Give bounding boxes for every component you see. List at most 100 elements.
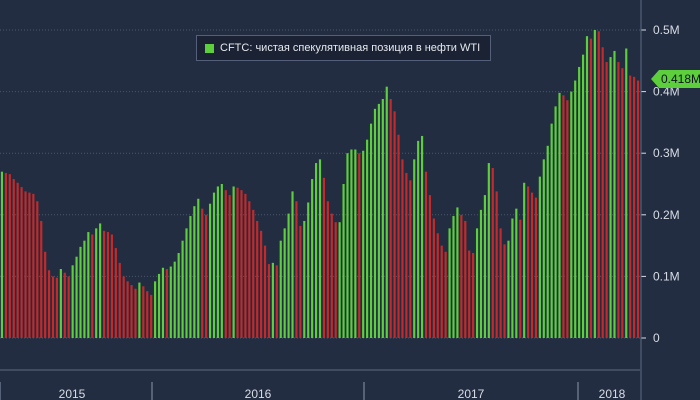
legend-swatch bbox=[205, 43, 214, 53]
bar bbox=[566, 100, 569, 338]
bar bbox=[216, 186, 219, 338]
bar bbox=[146, 291, 149, 338]
bar bbox=[48, 270, 51, 338]
x-tick-label: 2018 bbox=[599, 387, 626, 400]
bar bbox=[322, 177, 326, 338]
bar bbox=[562, 95, 565, 338]
bar bbox=[220, 184, 223, 338]
bar bbox=[16, 182, 19, 338]
bar bbox=[413, 159, 416, 338]
bar bbox=[424, 171, 428, 338]
bar bbox=[432, 218, 435, 338]
bar bbox=[354, 149, 357, 338]
bar bbox=[393, 111, 396, 338]
bar bbox=[260, 230, 263, 338]
bar bbox=[63, 272, 66, 338]
bar bbox=[330, 213, 333, 338]
bar bbox=[530, 192, 534, 338]
bar bbox=[636, 80, 640, 338]
bar bbox=[95, 228, 98, 338]
bar bbox=[633, 76, 636, 338]
bar bbox=[150, 294, 153, 338]
bar bbox=[126, 281, 129, 338]
bar bbox=[346, 153, 349, 338]
bar bbox=[28, 192, 31, 338]
bar bbox=[173, 261, 176, 338]
bar bbox=[554, 106, 557, 338]
bar bbox=[165, 269, 168, 338]
bar bbox=[585, 36, 589, 338]
bar bbox=[299, 225, 302, 338]
bar bbox=[385, 86, 388, 338]
bar bbox=[499, 228, 502, 338]
bar bbox=[436, 233, 439, 338]
bar bbox=[4, 172, 7, 338]
bar bbox=[542, 159, 545, 338]
bar bbox=[240, 190, 243, 338]
bar bbox=[24, 191, 27, 338]
bar bbox=[593, 30, 596, 338]
bar bbox=[589, 38, 592, 339]
bar bbox=[546, 145, 549, 338]
bar bbox=[138, 282, 141, 338]
bar bbox=[252, 209, 255, 338]
bar bbox=[275, 265, 278, 338]
bar bbox=[287, 213, 290, 338]
bar bbox=[609, 57, 612, 338]
bar bbox=[366, 139, 369, 338]
bar bbox=[75, 256, 78, 338]
bar bbox=[185, 228, 188, 338]
bar bbox=[468, 250, 471, 338]
bar bbox=[452, 216, 455, 338]
bar bbox=[67, 276, 70, 338]
bar bbox=[79, 246, 82, 338]
bar bbox=[228, 195, 231, 338]
bar bbox=[405, 172, 408, 338]
bar bbox=[362, 150, 365, 338]
bar bbox=[87, 232, 90, 338]
axes: 0 0.1M 0.2M 0.3M 0.4M 0.5M 2015 2016 2017 2018 bbox=[0, 0, 680, 400]
bar bbox=[114, 248, 117, 338]
bar bbox=[283, 228, 286, 338]
y-tick-label: 0 bbox=[653, 331, 660, 345]
bar bbox=[487, 163, 490, 338]
bar bbox=[401, 159, 404, 338]
bar bbox=[161, 267, 165, 338]
bar bbox=[8, 174, 11, 338]
bar bbox=[12, 179, 15, 338]
bar bbox=[326, 201, 329, 338]
bar bbox=[51, 276, 55, 338]
bar bbox=[189, 216, 192, 338]
bar bbox=[271, 262, 274, 338]
bar bbox=[134, 288, 137, 338]
y-tick-label: 0.5M bbox=[653, 23, 680, 37]
bar bbox=[417, 140, 420, 338]
bar bbox=[491, 167, 494, 338]
bar bbox=[503, 244, 506, 338]
bar bbox=[629, 75, 632, 338]
bar bbox=[558, 92, 561, 338]
bar bbox=[201, 208, 204, 338]
x-tick-label: 2017 bbox=[458, 387, 485, 400]
bar bbox=[613, 50, 616, 338]
bar bbox=[118, 262, 121, 338]
bar bbox=[570, 91, 573, 338]
bar bbox=[511, 218, 514, 338]
bar bbox=[448, 228, 451, 338]
bar bbox=[142, 286, 145, 338]
bar bbox=[456, 207, 459, 338]
bar bbox=[236, 187, 239, 338]
y-tick-label: 0.4M bbox=[653, 85, 680, 99]
bar bbox=[0, 171, 4, 338]
bar bbox=[244, 193, 247, 338]
bar bbox=[421, 135, 424, 338]
bar bbox=[91, 234, 94, 338]
bar bbox=[224, 190, 227, 338]
bar bbox=[256, 220, 259, 338]
bar bbox=[479, 209, 483, 338]
bar bbox=[36, 201, 39, 338]
bar bbox=[397, 134, 400, 338]
last-value-tag: 0.418M bbox=[651, 70, 700, 88]
